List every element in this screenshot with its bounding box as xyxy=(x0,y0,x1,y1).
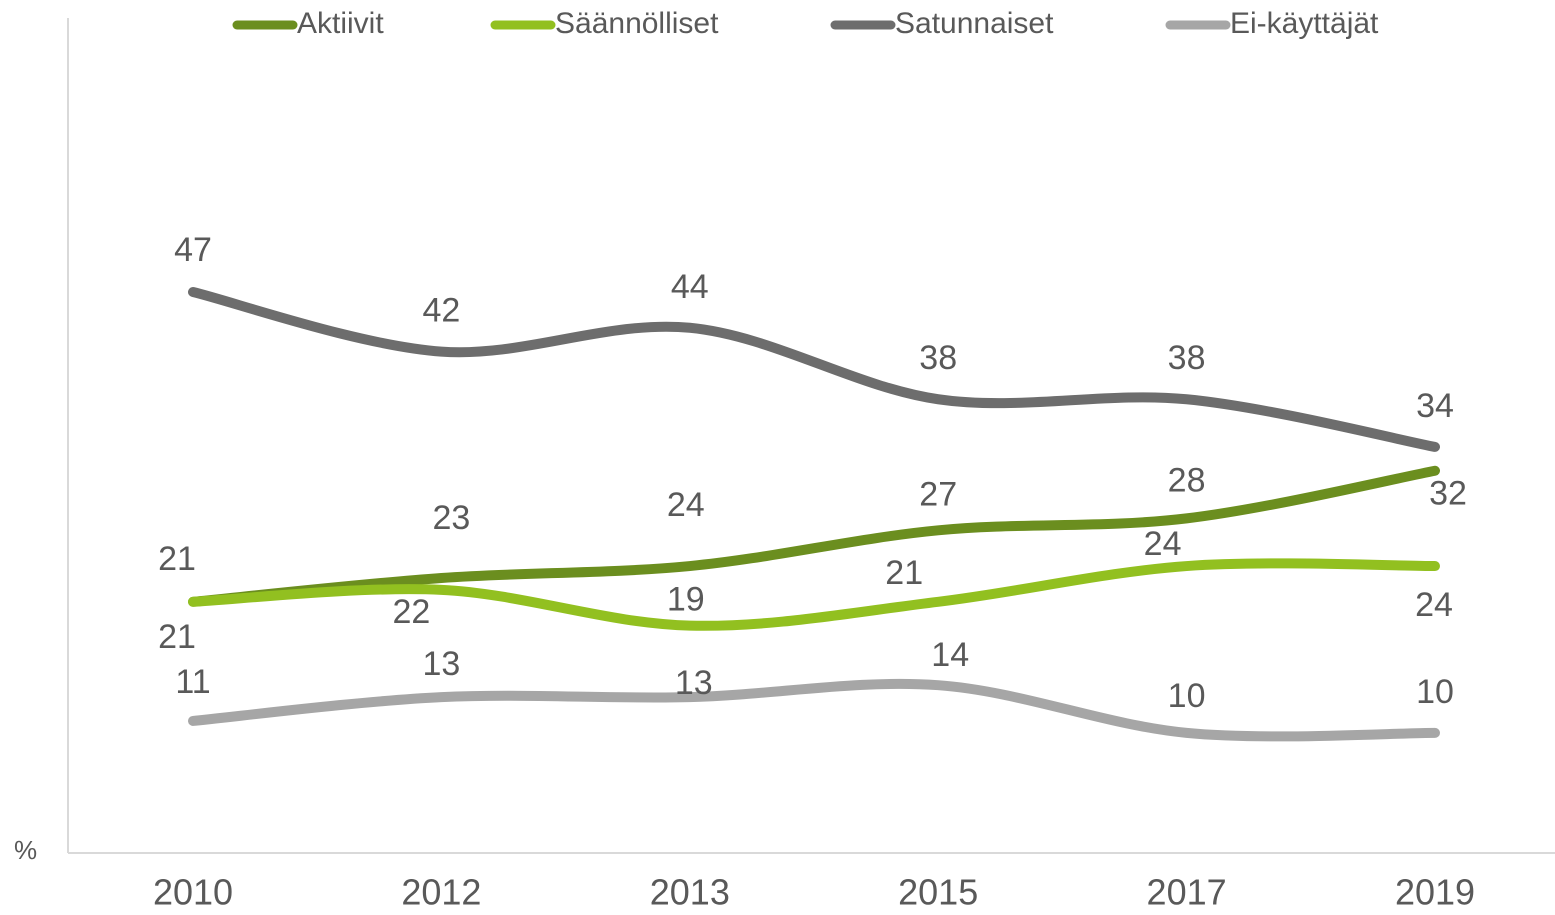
data-label: 10 xyxy=(1168,677,1206,715)
data-label: 24 xyxy=(1415,586,1453,624)
data-label: 32 xyxy=(1429,475,1467,513)
legend-label: Säännölliset xyxy=(555,7,719,40)
data-label: 21 xyxy=(158,540,196,578)
x-tick-label: 2013 xyxy=(650,872,730,913)
x-tick-label: 2019 xyxy=(1395,872,1475,913)
legend-label: Ei-käyttäjät xyxy=(1230,7,1379,40)
data-label: 14 xyxy=(931,636,969,674)
data-label: 38 xyxy=(919,339,957,377)
x-tick-label: 2015 xyxy=(898,872,978,913)
data-label: 47 xyxy=(174,231,212,269)
series-line xyxy=(188,558,1440,631)
data-label: 44 xyxy=(671,268,709,306)
x-tick-label: 2010 xyxy=(153,872,233,913)
data-label: 13 xyxy=(675,664,713,702)
data-label: 21 xyxy=(885,554,923,592)
data-label: 19 xyxy=(667,581,705,619)
data-label: 13 xyxy=(422,645,460,683)
data-label: 22 xyxy=(392,593,430,631)
series-line xyxy=(188,678,1440,742)
x-tick-label: 2017 xyxy=(1147,872,1227,913)
legend-label: Aktiivit xyxy=(297,7,384,40)
data-label: 11 xyxy=(175,663,210,701)
data-label: 42 xyxy=(422,292,460,330)
data-label: 21 xyxy=(158,618,196,656)
data-label: 28 xyxy=(1168,461,1206,499)
legend-label: Satunnaiset xyxy=(895,7,1054,40)
series-line xyxy=(188,465,1440,607)
series-line xyxy=(188,287,1440,452)
data-label: 23 xyxy=(432,499,470,537)
data-label: 27 xyxy=(919,475,957,513)
data-label: 38 xyxy=(1168,339,1206,377)
data-label: 24 xyxy=(667,486,705,524)
y-axis-label: % xyxy=(14,835,37,865)
data-label: 24 xyxy=(1144,525,1182,563)
data-label: 10 xyxy=(1416,673,1454,711)
x-tick-label: 2012 xyxy=(401,872,481,913)
data-label: 34 xyxy=(1416,387,1454,425)
